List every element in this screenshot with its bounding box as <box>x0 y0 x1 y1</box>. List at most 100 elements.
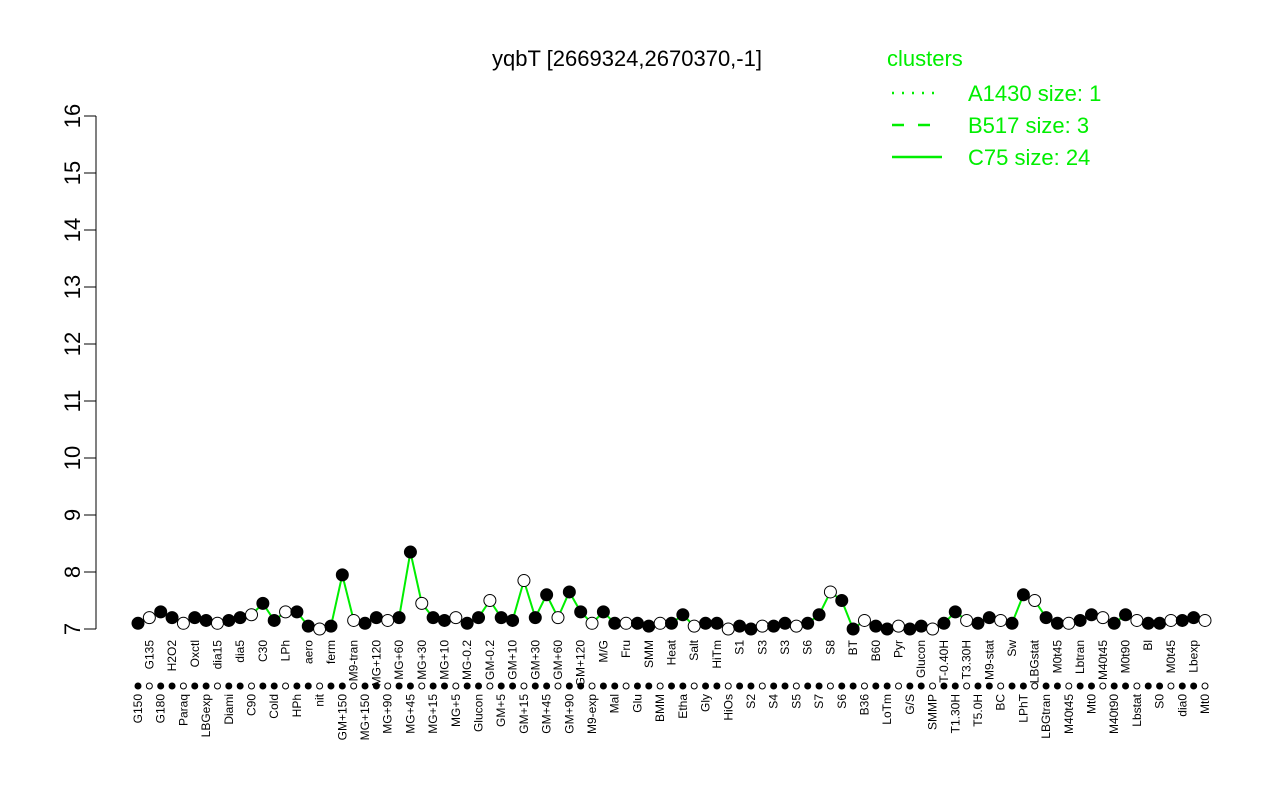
data-point <box>574 605 588 619</box>
rug-mark <box>974 682 982 690</box>
rug-mark <box>316 682 324 690</box>
data-point <box>1096 611 1110 625</box>
data-point <box>903 622 917 636</box>
data-point <box>256 596 270 610</box>
rug-mark <box>145 682 153 690</box>
data-point <box>801 616 815 630</box>
y-tick-label: 14 <box>60 218 85 242</box>
rug-mark <box>736 682 744 690</box>
rug-mark <box>838 682 846 690</box>
data-point <box>472 611 486 625</box>
x-tick-label: GM+15 <box>517 694 531 734</box>
x-tick-label: G135 <box>142 640 156 670</box>
data-point <box>619 616 633 630</box>
data-point <box>892 619 906 633</box>
x-tick-label: Lbexp <box>1187 640 1201 673</box>
rug-mark <box>1099 682 1107 690</box>
x-tick-label: Glu <box>630 694 644 713</box>
rug-mark <box>633 682 641 690</box>
data-point <box>1119 608 1133 622</box>
x-tick-label: BMM <box>653 694 667 722</box>
rug-marks <box>134 682 1209 690</box>
x-tick-label: Oxctl <box>188 640 202 667</box>
data-point <box>665 616 678 630</box>
rug-mark <box>259 682 267 690</box>
x-tick-label: Glucon <box>472 694 486 732</box>
data-point <box>778 616 792 630</box>
rug-mark <box>1110 682 1118 690</box>
data-point <box>176 616 190 630</box>
rug-mark <box>792 682 800 690</box>
legend-title: clusters <box>887 46 963 71</box>
x-tick-label: T1.30H <box>948 694 962 733</box>
data-point <box>131 616 145 630</box>
x-tick-label: T-0.40H <box>937 640 951 683</box>
rug-mark <box>702 682 710 690</box>
rug-mark <box>1156 682 1164 690</box>
rug-mark <box>883 682 891 690</box>
data-point <box>199 613 213 627</box>
y-tick-label: 10 <box>60 446 85 470</box>
rug-mark <box>770 682 778 690</box>
x-tick-label: dia5 <box>233 640 247 663</box>
x-tick-label: aero <box>301 640 315 664</box>
rug-mark <box>588 682 596 690</box>
x-tick-label: S3 <box>755 640 769 655</box>
data-point <box>744 622 758 636</box>
rug-mark <box>509 682 517 690</box>
data-point <box>1187 611 1201 625</box>
data-point <box>165 611 179 625</box>
x-tick-label: M40t45 <box>1062 694 1076 734</box>
x-tick-label: HiTm <box>710 640 724 669</box>
x-tick-label: MG+120 <box>369 640 383 687</box>
data-point <box>1164 613 1178 627</box>
x-tick-label: M9-exp <box>585 694 599 734</box>
data-point <box>188 611 202 625</box>
data-point <box>755 619 769 633</box>
x-tick-label: MG+150 <box>358 694 372 741</box>
x-tick-label: S1 <box>733 640 747 655</box>
data-point <box>914 619 928 633</box>
rug-mark <box>1190 682 1198 690</box>
x-tick-label: Mt0 <box>1198 694 1212 714</box>
rug-mark <box>872 682 880 690</box>
rug-mark <box>486 682 494 690</box>
x-tick-label: MG+10 <box>437 640 451 680</box>
rug-mark <box>668 682 675 690</box>
data-point <box>1028 594 1042 607</box>
rug-mark <box>577 682 585 690</box>
x-tick-label: HPh <box>290 694 304 717</box>
rug-mark <box>270 682 278 690</box>
y-tick-label: 15 <box>60 161 85 185</box>
x-tick-label: M9-tran <box>347 640 361 681</box>
rug-mark <box>248 682 256 690</box>
rug-mark <box>690 682 698 690</box>
rug-mark <box>985 682 993 690</box>
rug-mark <box>906 682 914 690</box>
data-point <box>835 594 849 607</box>
x-tick-label: nit <box>313 693 327 706</box>
rug-mark <box>338 682 346 690</box>
rug-mark <box>213 682 221 690</box>
data-point <box>449 611 463 625</box>
rug-mark <box>963 682 971 690</box>
data-point <box>676 608 690 622</box>
rug-mark <box>997 682 1005 690</box>
x-tick-label: ferm <box>324 640 338 664</box>
x-tick-label: SMM <box>642 640 656 668</box>
x-tick-label: B60 <box>869 640 883 662</box>
data-point <box>937 616 951 630</box>
data-point <box>369 611 383 625</box>
x-tick-label: dia15 <box>210 640 224 670</box>
chart-title: yqbT [2669324,2670370,-1] <box>492 46 762 71</box>
x-tick-label: M40t90 <box>1107 694 1121 734</box>
data-point <box>1141 616 1155 630</box>
rug-mark <box>157 682 165 690</box>
y-tick-label: 16 <box>60 104 85 128</box>
x-tick-label: GM+90 <box>562 694 576 734</box>
x-tick-label: Pyr <box>892 640 906 658</box>
rug-mark <box>418 682 426 690</box>
data-point <box>642 619 656 633</box>
data-point <box>1153 616 1167 630</box>
